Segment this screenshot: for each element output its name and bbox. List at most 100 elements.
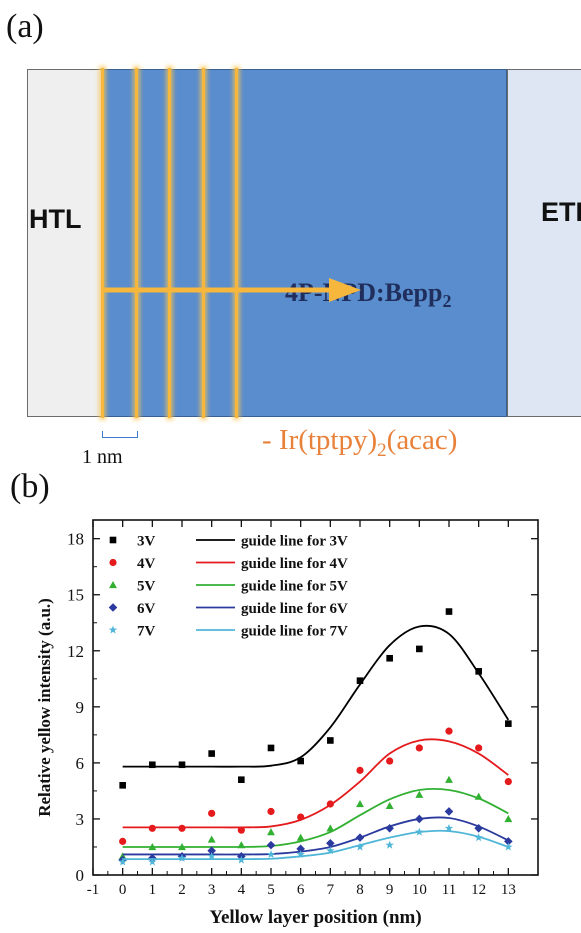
y-tick-label: 9 — [76, 698, 85, 717]
htl-layer — [27, 69, 102, 417]
data-point-4v — [504, 777, 512, 786]
data-point-7v — [385, 840, 394, 849]
data-point-7v — [504, 842, 513, 851]
x-tick-label: 7 — [327, 882, 335, 898]
dopant-label: - Ir(tptpy)2(acac) — [262, 424, 457, 462]
device-stack-diagram: HTL ETL 4P-NPD:Bepp2 — [27, 69, 581, 417]
legend-guide-label-3v: guide line for 3V — [241, 534, 348, 550]
data-point-6v — [504, 837, 513, 846]
data-point-6v — [266, 840, 276, 850]
data-point-4v — [267, 807, 275, 816]
data-point-6v — [296, 844, 305, 854]
x-tick-label: 8 — [356, 882, 364, 898]
data-point-5v — [237, 841, 246, 849]
data-point-3v — [386, 654, 393, 662]
legend-marker-3v — [109, 536, 117, 544]
data-point-5v — [296, 833, 305, 841]
y-tick-label: 6 — [76, 754, 85, 773]
data-point-4v — [208, 809, 216, 817]
data-point-6v — [444, 807, 454, 816]
x-tick-label: 1 — [149, 882, 157, 898]
data-point-5v — [385, 801, 394, 810]
x-tick-label: 6 — [297, 882, 305, 898]
data-point-4v — [178, 824, 186, 832]
legend-guide-label-7v: guide line for 7V — [241, 624, 348, 640]
data-point-5v — [148, 843, 157, 851]
data-point-5v — [207, 835, 216, 843]
etl-layer — [507, 69, 581, 417]
yellow-layer-line-5 — [235, 68, 238, 418]
data-point-4v — [386, 757, 394, 765]
data-point-4v — [237, 826, 245, 834]
data-point-7v — [177, 853, 187, 862]
data-point-7v — [444, 823, 454, 832]
data-point-4v — [326, 800, 334, 808]
y-tick-label: 18 — [67, 530, 84, 549]
data-point-3v — [416, 645, 423, 653]
data-point-3v — [475, 668, 482, 675]
legend-marker-7v — [108, 625, 118, 634]
dopant-label-prefix: - Ir(tptpy) — [262, 424, 378, 456]
data-point-7v — [266, 849, 276, 859]
x-tick-label: 12 — [471, 882, 486, 898]
x-tick-label: -1 — [87, 882, 100, 898]
data-point-4v — [297, 813, 305, 821]
x-tick-label: 11 — [442, 882, 456, 898]
data-point-3v — [238, 776, 245, 784]
dopant-label-sub: 2 — [377, 439, 387, 461]
data-point-4v — [475, 744, 483, 752]
x-tick-label: 10 — [412, 882, 427, 898]
data-point-3v — [208, 750, 215, 757]
yellow-layer-line-3 — [168, 68, 171, 418]
yellow-layer-line-1 — [101, 68, 104, 418]
data-point-6v — [355, 833, 365, 842]
data-point-3v — [445, 608, 453, 615]
data-point-4v — [356, 766, 364, 774]
htl-label: HTL — [29, 204, 82, 234]
data-point-3v — [267, 744, 275, 752]
y-tick-label: 12 — [67, 642, 84, 661]
data-point-6v — [385, 823, 394, 833]
y-tick-label: 15 — [67, 586, 84, 605]
scale-bar — [102, 431, 138, 438]
legend-guide-label-6v: guide line for 6V — [241, 601, 348, 617]
data-point-3v — [119, 782, 126, 789]
data-point-6v — [207, 846, 216, 856]
x-tick-label: 13 — [501, 882, 516, 898]
data-point-3v — [356, 677, 364, 684]
plot-frame — [92, 519, 539, 876]
data-point-5v — [504, 814, 513, 823]
data-point-7v — [355, 842, 365, 851]
yellow-layer-line-4 — [202, 68, 205, 418]
y-axis-label: Relative yellow intensity (a.u.) — [35, 598, 54, 817]
dopant-label-suffix: (acac) — [386, 424, 458, 456]
data-point-3v — [505, 720, 512, 727]
data-point-6v — [474, 823, 483, 833]
data-point-5v — [415, 790, 424, 798]
legend-label-5v: 5V — [137, 579, 156, 595]
data-point-4v — [415, 744, 423, 752]
legend-marker-5v — [109, 581, 117, 589]
panel-b-label: (b) — [10, 468, 50, 505]
x-tick-label: 2 — [178, 882, 186, 898]
data-point-5v — [326, 824, 335, 832]
data-point-5v — [445, 775, 453, 783]
data-point-7v — [148, 857, 157, 866]
data-point-6v — [415, 814, 424, 824]
data-point-3v — [149, 761, 156, 769]
y-tick-label: 0 — [76, 866, 85, 885]
yellow-layer-line-2 — [135, 68, 138, 418]
data-point-7v — [474, 833, 483, 842]
emission-layer — [102, 69, 507, 417]
eml-label-sub: 2 — [442, 291, 452, 312]
data-point-4v — [445, 727, 453, 735]
direction-arrow — [101, 278, 361, 302]
guide-line-5v — [122, 787, 509, 848]
legend-marker-4v — [109, 558, 117, 567]
etl-label: ETL — [541, 197, 581, 227]
data-point-7v — [207, 851, 216, 860]
legend-marker-6v — [108, 603, 118, 612]
data-point-7v — [415, 827, 424, 836]
data-point-5v — [356, 800, 364, 808]
